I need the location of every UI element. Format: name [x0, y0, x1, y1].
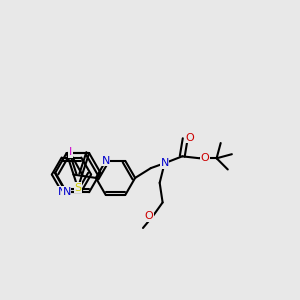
Text: O: O [186, 133, 194, 143]
Text: I: I [69, 147, 72, 157]
Text: N: N [62, 187, 71, 197]
Text: N: N [58, 187, 66, 196]
Text: N: N [101, 156, 110, 166]
Text: O: O [200, 153, 209, 163]
Text: O: O [145, 211, 153, 221]
Text: N: N [160, 158, 169, 168]
Text: S: S [74, 183, 81, 193]
